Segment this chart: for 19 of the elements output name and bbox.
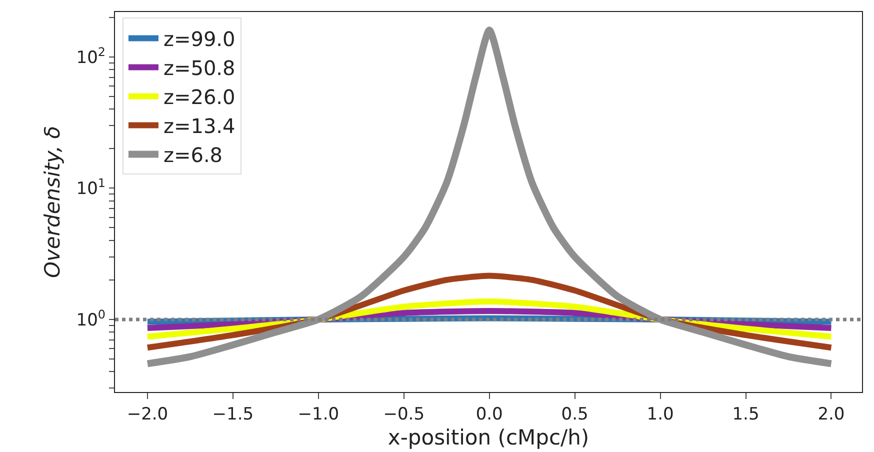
- legend-label: z=6.8: [163, 143, 223, 167]
- y-axis-title: Overdensity, δ: [40, 126, 64, 278]
- legend-label: z=50.8: [163, 56, 236, 80]
- legend-label: z=13.4: [163, 114, 236, 138]
- x-tick-label: 2.0: [818, 404, 845, 424]
- y-tick-label: 10$^{0}$: [76, 307, 106, 330]
- legend-label: z=99.0: [163, 27, 236, 51]
- x-tick-label: 1.5: [732, 404, 760, 424]
- x-tick-label: 0.5: [561, 404, 588, 424]
- x-tick-label: −2.0: [126, 404, 168, 424]
- y-tick-label: 10$^{2}$: [76, 44, 106, 68]
- x-tick-label: −1.0: [298, 404, 340, 424]
- x-tick-label: 0.0: [476, 404, 503, 424]
- x-tick-label: −1.5: [212, 404, 254, 424]
- x-tick-label: −0.5: [383, 404, 425, 424]
- legend-label: z=26.0: [163, 85, 236, 109]
- y-tick-label: 10$^{1}$: [76, 176, 106, 200]
- x-axis-title: x-position (cMpc/h): [388, 426, 590, 450]
- x-tick-label: 1.0: [646, 404, 674, 424]
